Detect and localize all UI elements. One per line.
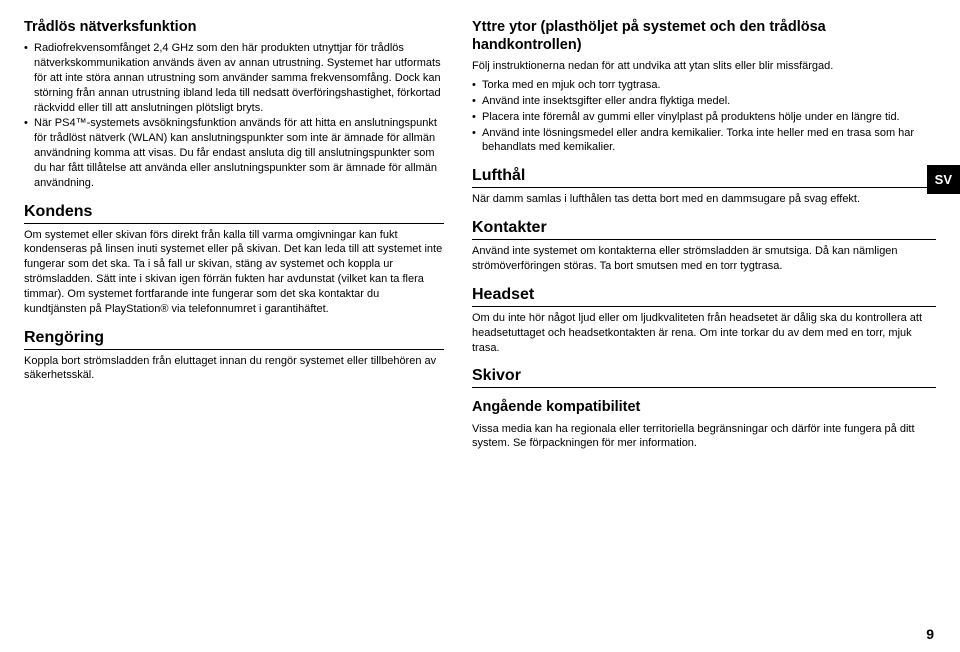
yttre-heading: Yttre ytor (plasthöljet på systemet och … xyxy=(472,18,936,54)
list-item: Placera inte föremål av gummi eller viny… xyxy=(472,110,936,125)
kontakter-heading: Kontakter xyxy=(472,219,936,240)
wireless-heading: Trådlös nätverksfunktion xyxy=(24,18,444,36)
page-number: 9 xyxy=(926,626,934,642)
skivor-heading: Skivor xyxy=(472,367,936,388)
kondens-heading: Kondens xyxy=(24,203,444,224)
list-item: Radiofrekvensomfånget 2,4 GHz som den hä… xyxy=(24,41,444,115)
wireless-bullets: Radiofrekvensomfånget 2,4 GHz som den hä… xyxy=(24,41,444,190)
rengoring-para: Koppla bort strömsladden från eluttaget … xyxy=(24,354,444,384)
kompat-heading: Angående kompatibilitet xyxy=(472,398,936,416)
kompat-para: Vissa media kan ha regionala eller terri… xyxy=(472,422,936,452)
language-tab: SV xyxy=(927,165,960,194)
kontakter-para: Använd inte systemet om kontakterna elle… xyxy=(472,244,936,274)
headset-heading: Headset xyxy=(472,286,936,307)
lufthal-heading: Lufthål xyxy=(472,167,936,188)
list-item: När PS4™-systemets avsökningsfunktion an… xyxy=(24,116,444,190)
lufthal-para: När damm samlas i lufthålen tas detta bo… xyxy=(472,192,936,207)
rengoring-heading: Rengöring xyxy=(24,329,444,350)
list-item: Använd inte insektsgifter eller andra fl… xyxy=(472,94,936,109)
headset-para: Om du inte hör något ljud eller om ljudk… xyxy=(472,311,936,356)
yttre-intro: Följ instruktionerna nedan för att undvi… xyxy=(472,59,936,74)
yttre-bullets: Torka med en mjuk och torr tygtrasa. Anv… xyxy=(472,78,936,155)
list-item: Torka med en mjuk och torr tygtrasa. xyxy=(472,78,936,93)
list-item: Använd inte lösningsmedel eller andra ke… xyxy=(472,126,936,156)
kondens-para: Om systemet eller skivan förs direkt frå… xyxy=(24,228,444,317)
